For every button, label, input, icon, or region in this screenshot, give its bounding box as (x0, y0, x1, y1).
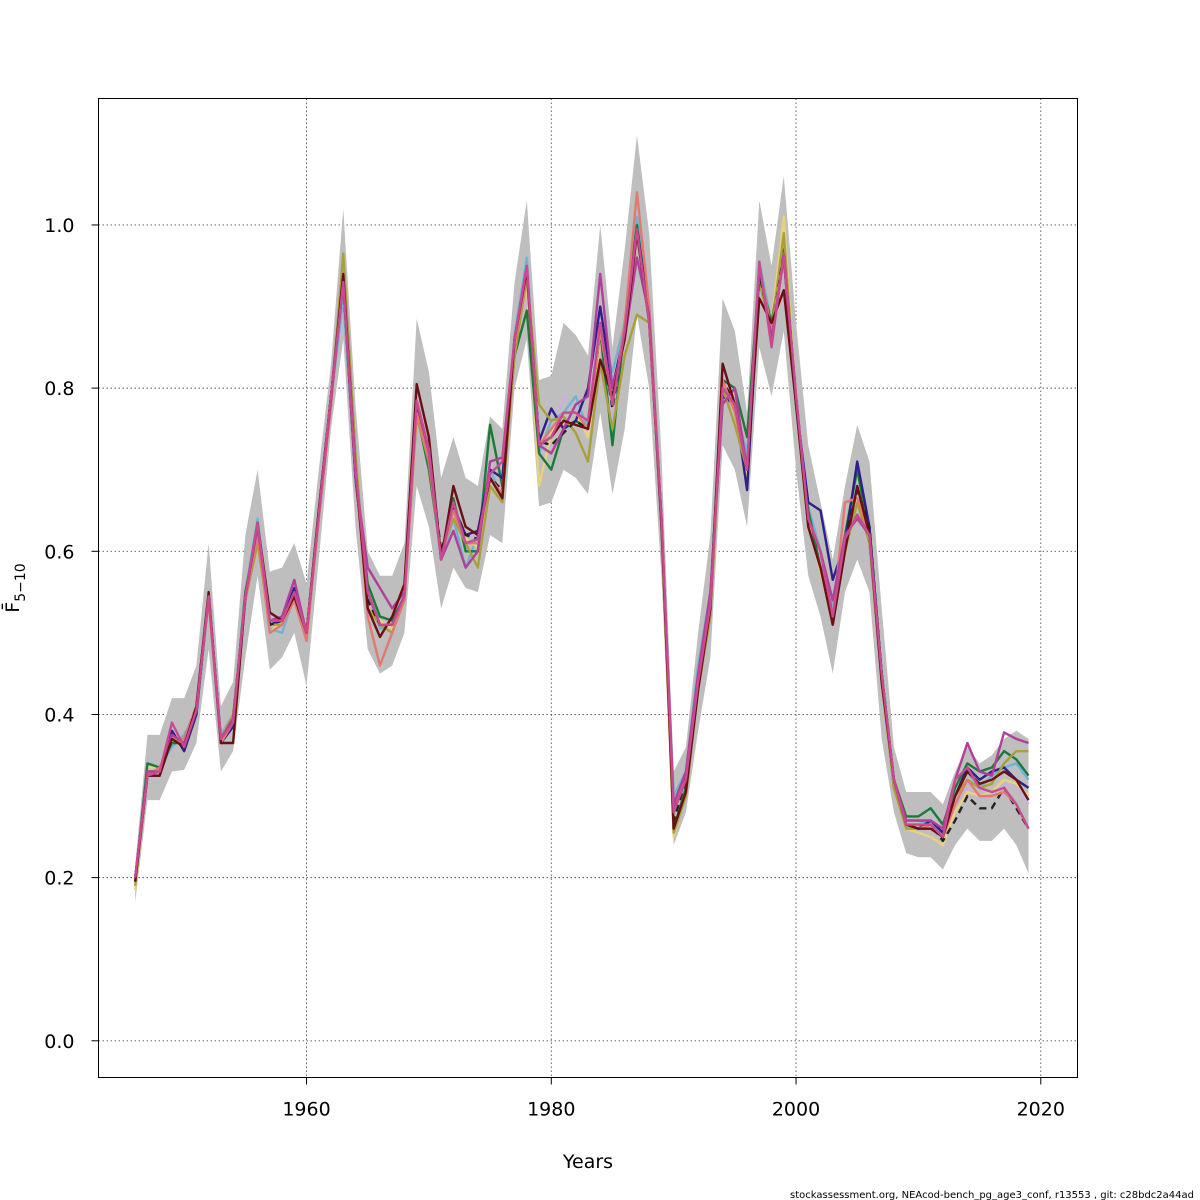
series-line-6 (134, 227, 1030, 878)
y-tick-label-3: 0.6 (44, 541, 74, 563)
y-tick-label-5: 1.0 (44, 215, 74, 237)
series-lines (134, 191, 1030, 890)
x-axis: 1960 1980 2000 2020 (282, 1077, 1065, 1121)
y-axis-title-subscript: 5−10 (13, 563, 29, 601)
y-axis-title: F̄5−10 (0, 563, 29, 612)
y-tick-label-1: 0.2 (44, 868, 74, 890)
x-axis-title: Years (562, 1151, 613, 1173)
x-tick-label-1: 1980 (527, 1099, 575, 1121)
y-axis-title-main: F̄ (0, 602, 24, 613)
y-axis: 0.0 0.2 0.4 0.6 0.8 1.0 (44, 215, 99, 1053)
svg-text:F̄5−10: F̄5−10 (0, 563, 29, 612)
footer-note: stockassessment.org, NEAcod-bench_pg_age… (790, 1190, 1194, 1200)
x-tick-label-0: 1960 (282, 1099, 330, 1121)
plot-frame (98, 98, 1078, 1078)
series-line-5 (134, 231, 1029, 886)
y-tick-label-4: 0.8 (44, 378, 74, 400)
series-line-10 (134, 227, 1030, 878)
x-tick-label-3: 2020 (1017, 1099, 1065, 1121)
y-tick-label-2: 0.4 (44, 704, 74, 726)
x-tick-label-2: 2000 (772, 1099, 820, 1121)
y-tick-label-0: 0.0 (44, 1031, 74, 1053)
